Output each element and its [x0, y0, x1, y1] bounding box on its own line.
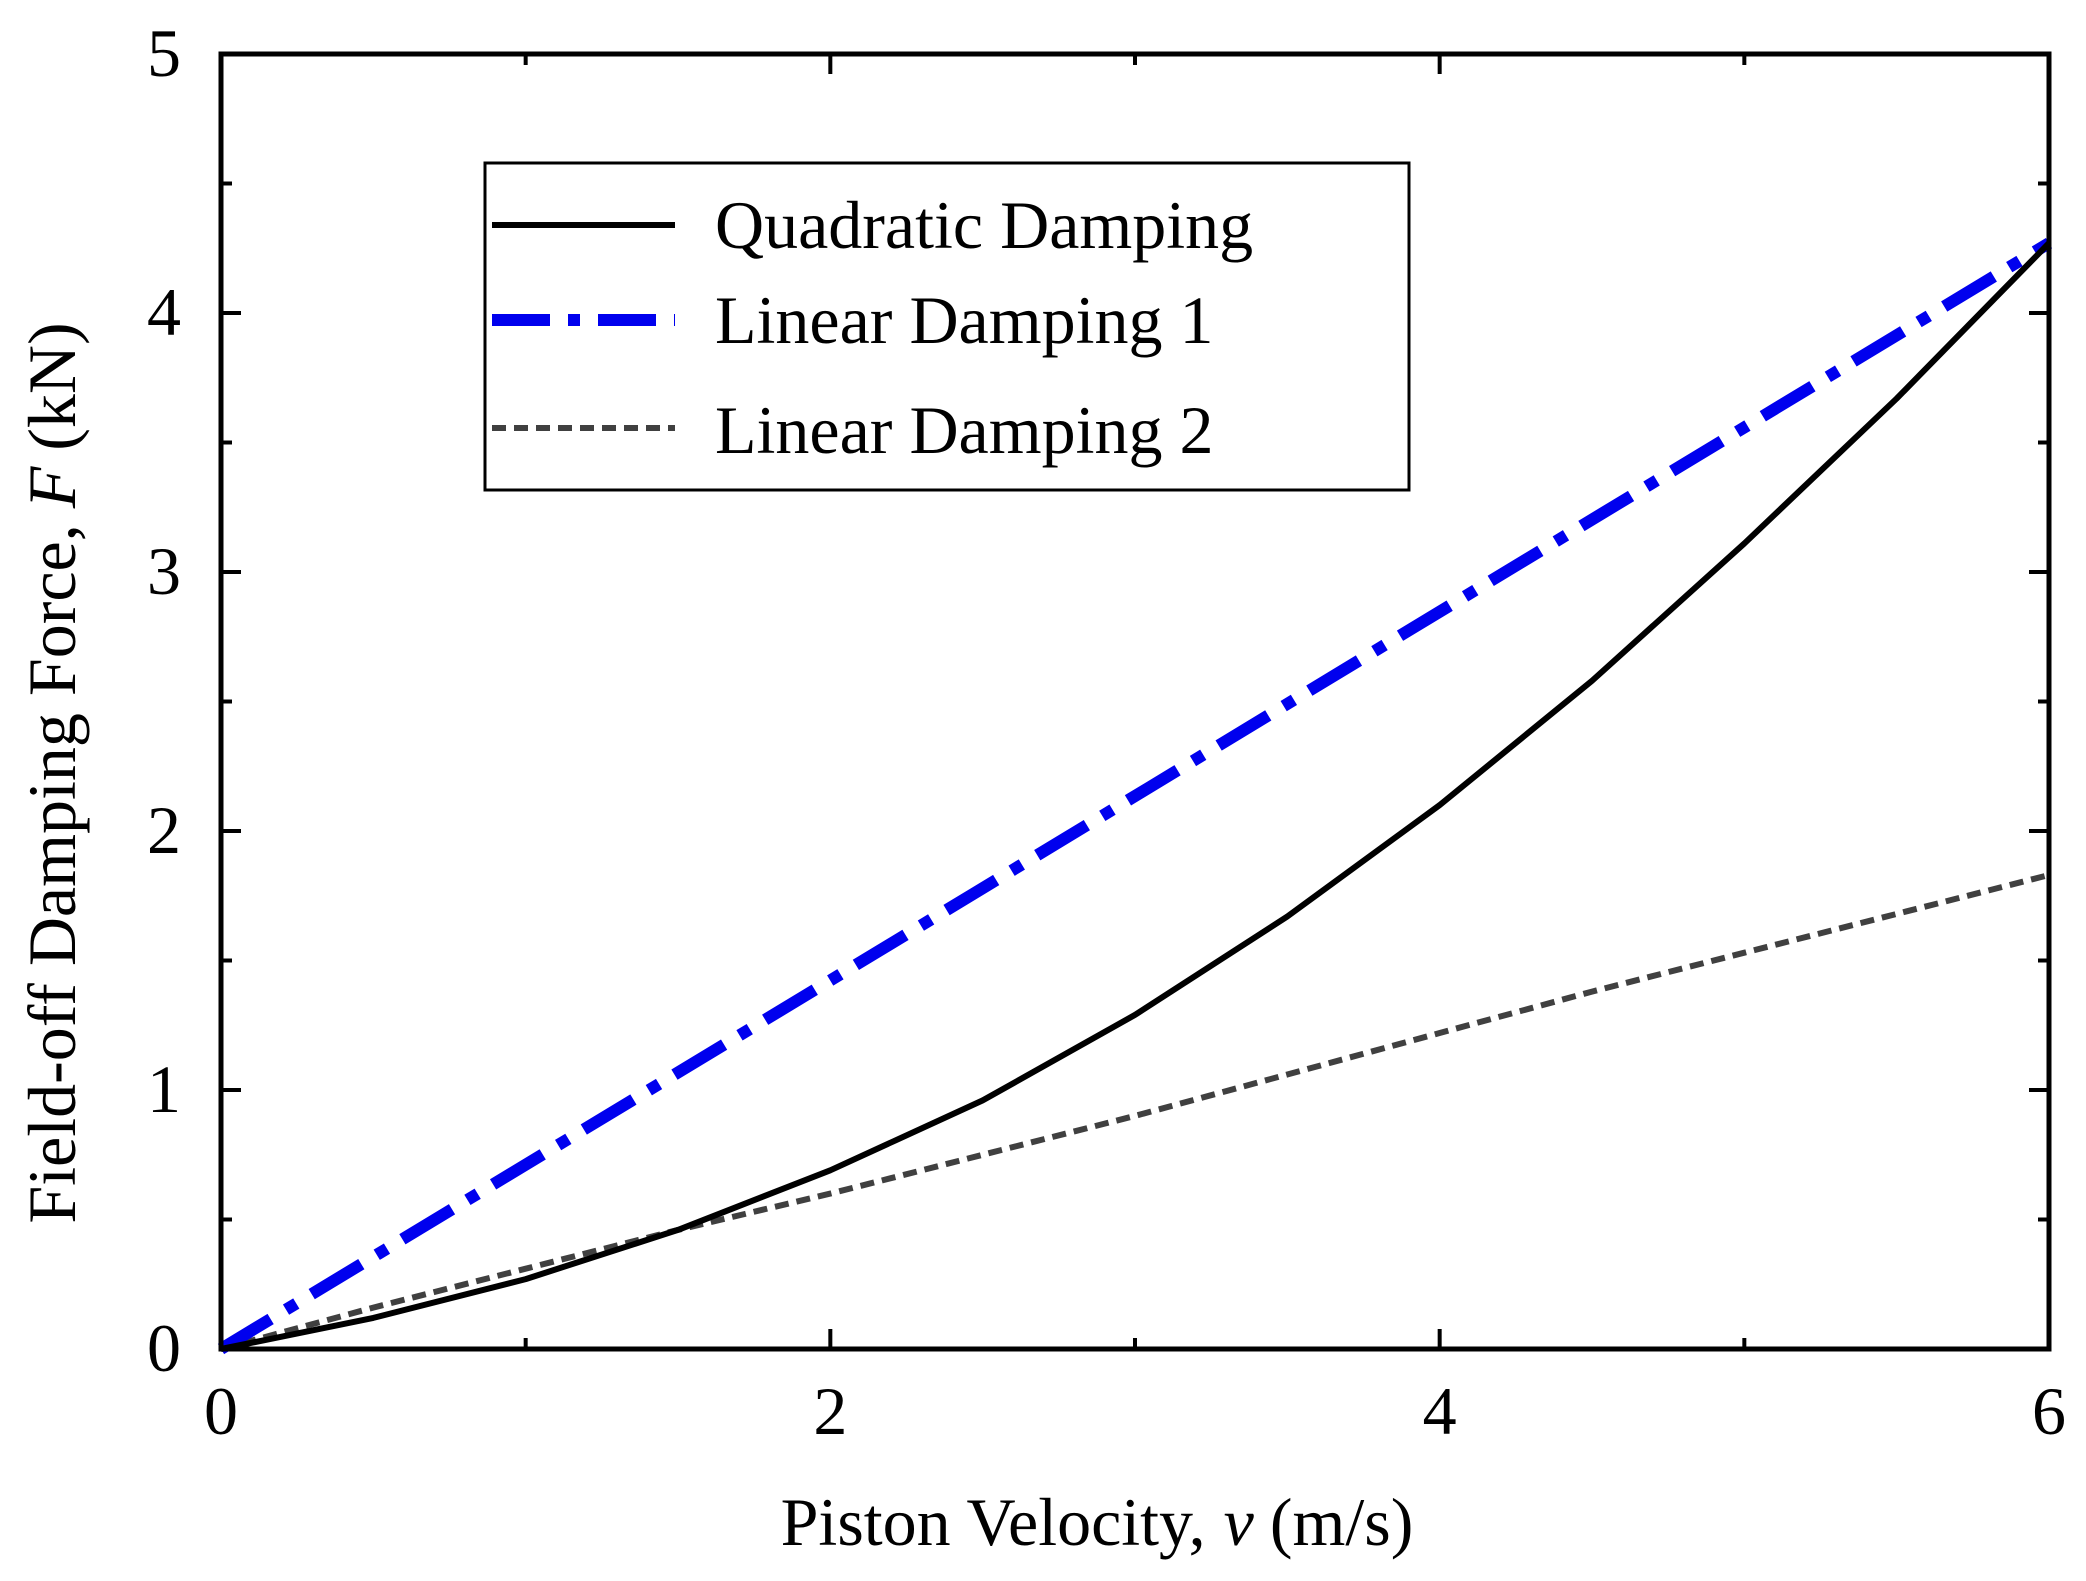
- y-tick-label: 3: [147, 533, 181, 609]
- series-line-linear-damping-2: [220, 872, 2050, 1352]
- ticks-layer: 0 2 4 6 0 1 2 3 4 5: [147, 15, 2066, 1449]
- x-axis-label-unit: (m/s): [1270, 1484, 1414, 1560]
- x-tick-label: 6: [2032, 1373, 2066, 1449]
- series-line-quadratic-damping: [220, 241, 2052, 1352]
- legend-box: [483, 161, 1411, 492]
- x-tick-label: 4: [1423, 1373, 1457, 1449]
- x-axis-label: Piston Velocity, v (m/s): [781, 1484, 1414, 1560]
- x-axis-label-main: Piston Velocity,: [781, 1484, 1206, 1560]
- legend-label-linear-1: Linear Damping 1: [715, 282, 1214, 358]
- legend-label-linear-2: Linear Damping 2: [715, 392, 1214, 468]
- y-tick-label: 2: [147, 792, 181, 868]
- y-axis-label: Field-off Damping Force, F (kN): [14, 322, 90, 1223]
- y-tick-label: 0: [147, 1310, 181, 1386]
- y-axis-label-main: Field-off Damping Force,: [14, 524, 90, 1223]
- series-line-linear-damping-1: [217, 237, 2053, 1355]
- x-tick-label: 0: [204, 1373, 238, 1449]
- legend: Quadratic Damping Linear Damping 1 Linea…: [483, 161, 1411, 492]
- y-tick-label: 4: [147, 274, 181, 350]
- legend-label-quadratic: Quadratic Damping: [715, 187, 1253, 263]
- x-axis-label-var: v: [1224, 1484, 1255, 1560]
- series-layer: [217, 237, 2053, 1355]
- y-tick-label: 1: [147, 1051, 181, 1127]
- y-tick-label: 5: [147, 15, 181, 91]
- x-tick-label: 2: [813, 1373, 847, 1449]
- y-axis-label-var: F: [14, 465, 90, 509]
- y-axis-label-unit: (kN): [14, 322, 90, 450]
